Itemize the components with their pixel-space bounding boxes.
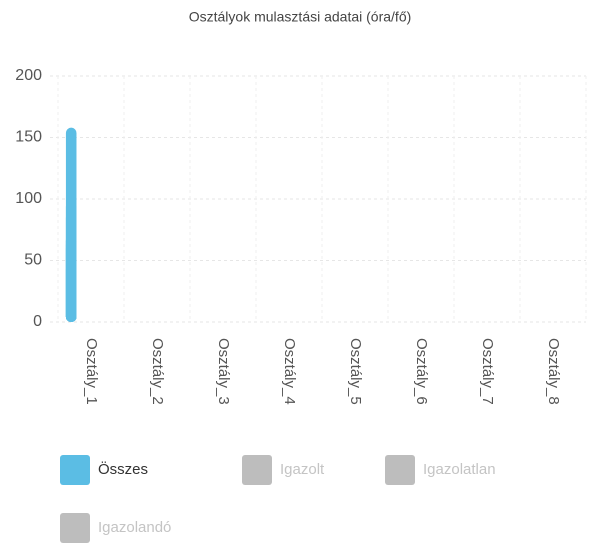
x-tick-label: Osztály_6 bbox=[413, 338, 430, 405]
legend-swatch[interactable] bbox=[60, 513, 90, 543]
x-tick-label: Osztály_1 bbox=[83, 338, 100, 405]
x-tick-label: Osztály_3 bbox=[215, 338, 232, 405]
x-tick-label: Osztály_2 bbox=[149, 338, 166, 405]
y-tick-label: 50 bbox=[24, 252, 42, 269]
y-tick-label: 200 bbox=[15, 67, 42, 84]
x-tick-label: Osztály_5 bbox=[347, 338, 364, 405]
legend-swatch[interactable] bbox=[60, 455, 90, 485]
legend-swatch[interactable] bbox=[385, 455, 415, 485]
legend-label[interactable]: Igazolandó bbox=[98, 519, 171, 536]
y-tick-label: 0 bbox=[33, 313, 42, 330]
y-tick-label: 150 bbox=[15, 129, 42, 146]
y-tick-label: 100 bbox=[15, 190, 42, 207]
x-tick-label: Osztály_4 bbox=[281, 338, 298, 405]
legend-swatch[interactable] bbox=[242, 455, 272, 485]
legend-label[interactable]: Igazolatlan bbox=[423, 461, 496, 478]
x-tick-label: Osztály_7 bbox=[479, 338, 496, 405]
x-tick-label: Osztály_8 bbox=[545, 338, 562, 405]
chart-title: Osztályok mulasztási adatai (óra/fő) bbox=[189, 9, 412, 25]
legend-label[interactable]: Igazolt bbox=[280, 461, 325, 478]
bar bbox=[65, 127, 77, 322]
legend-label[interactable]: Összes bbox=[98, 460, 148, 478]
